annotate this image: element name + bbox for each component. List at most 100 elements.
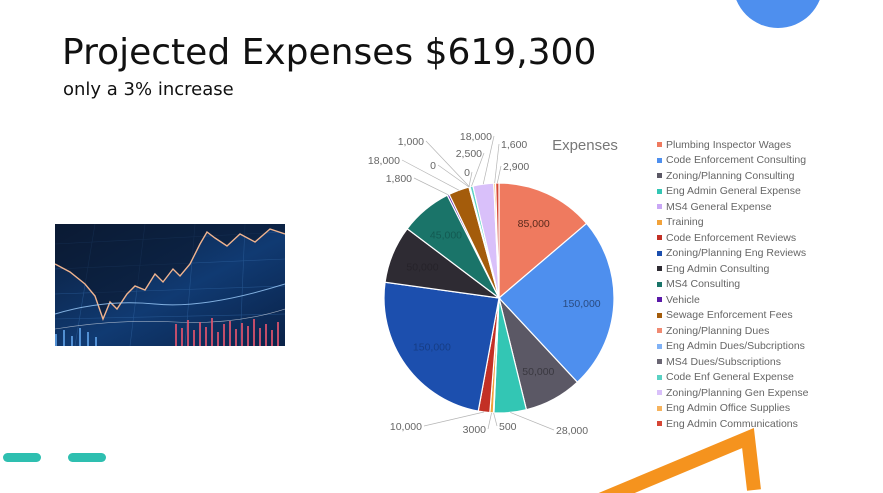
data-label: 3000 [463,424,487,436]
legend-item: Code Enforcement Consulting [657,153,808,169]
leader-line [510,412,555,431]
data-label: 10,000 [390,421,422,433]
legend-label: Zoning/Planning Consulting [666,169,795,182]
stock-chart-image [55,224,285,346]
legend-swatch [657,266,662,272]
legend-swatch [657,297,662,303]
pie-slice [498,182,588,300]
legend-item: Eng Admin Communications [657,416,808,432]
legend-item: MS4 Dues/Subscriptions [657,354,808,370]
legend-label: Sewage Enforcement Fees [666,309,793,322]
data-label: 1,000 [398,136,424,148]
chart-legend: Plumbing Inspector Wages Code Enforcement… [657,137,808,432]
legend-label: Zoning/Planning Dues [666,324,770,337]
decorative-dash-right [68,453,106,462]
legend-swatch [657,219,662,225]
legend-item: Code Enf General Expense [657,370,808,386]
data-label: 150,000 [563,298,601,310]
legend-swatch [657,359,662,365]
legend-label: MS4 Consulting [666,278,741,291]
leader-line [425,140,470,188]
legend-swatch [657,312,662,318]
leader-line [482,135,495,185]
legend-swatch [657,142,662,148]
legend-swatch [657,204,662,210]
legend-item: Zoning/Planning Gen Expense [657,385,808,401]
leader-line [487,412,492,430]
data-label: 1,600 [501,139,527,151]
leader-line [496,165,502,184]
slide-title: Projected Expenses $619,300 [62,32,597,73]
data-label: 500 [499,421,517,433]
data-label: 28,000 [556,425,588,437]
legend-item: Eng Admin Consulting [657,261,808,277]
legend-swatch [657,343,662,349]
data-label: 50,000 [522,366,554,378]
data-label: 18,000 [368,155,400,167]
legend-item: Eng Admin Office Supplies [657,401,808,417]
data-label: 0 [430,160,436,172]
chart-title: Expenses [552,137,618,154]
leader-line [494,143,500,184]
legend-label: MS4 Dues/Subscriptions [666,355,781,368]
legend-item: Plumbing Inspector Wages [657,137,808,153]
legend-item: Zoning/Planning Dues [657,323,808,339]
legend-label: MS4 General Expense [666,200,772,213]
data-label: 85,000 [518,218,550,230]
legend-item: Zoning/Planning Eng Reviews [657,246,808,262]
legend-label: Code Enforcement Reviews [666,231,797,244]
legend-swatch [657,374,662,380]
legend-label: Code Enf General Expense [666,371,794,384]
leader-line [468,171,473,188]
data-label: 45,000 [430,229,462,241]
legend-label: Training [666,216,704,229]
leader-line [423,411,485,427]
leader-line [471,152,485,187]
leader-line [401,159,460,191]
legend-label: Eng Admin Consulting [666,262,770,275]
legend-swatch [657,188,662,194]
legend-item: Code Enforcement Reviews [657,230,808,246]
leader-line [437,164,470,188]
legend-swatch [657,281,662,287]
legend-swatch [657,328,662,334]
legend-item: MS4 General Expense [657,199,808,215]
data-label: 1,800 [386,173,412,185]
legend-item: Training [657,215,808,231]
legend-swatch [657,405,662,411]
data-label: 50,000 [406,261,438,273]
legend-swatch [657,157,662,163]
legend-label: Vehicle [666,293,700,306]
legend-label: Zoning/Planning Gen Expense [666,386,809,399]
legend-label: Zoning/Planning Eng Reviews [666,247,807,260]
legend-item: Zoning/Planning Consulting [657,168,808,184]
leader-line [493,412,498,427]
legend-item: Sewage Enforcement Fees [657,308,808,324]
legend-swatch [657,235,662,241]
data-label: 2,500 [456,148,482,160]
data-label: 18,000 [460,131,492,143]
legend-item: MS4 Consulting [657,277,808,293]
legend-swatch [657,421,662,427]
data-label: 150,000 [413,341,451,353]
legend-label: Eng Admin Communications [666,417,798,430]
decorative-dash-left [3,453,41,462]
legend-item: Vehicle [657,292,808,308]
legend-swatch [657,250,662,256]
legend-swatch [657,173,662,179]
data-label: 0 [464,167,470,179]
slide-subtitle: only a 3% increase [63,79,234,100]
legend-label: Code Enforcement Consulting [666,154,807,167]
pie-slice [383,281,500,412]
legend-item: Eng Admin Dues/Subcriptions [657,339,808,355]
data-label: 2,900 [503,161,529,173]
leader-line [413,177,449,196]
legend-item: Eng Admin General Expense [657,184,808,200]
legend-label: Plumbing Inspector Wages [666,138,792,151]
pie-slice [498,222,615,384]
legend-label: Eng Admin Office Supplies [666,402,791,415]
legend-label: Eng Admin General Expense [666,185,801,198]
legend-label: Eng Admin Dues/Subcriptions [666,340,805,353]
